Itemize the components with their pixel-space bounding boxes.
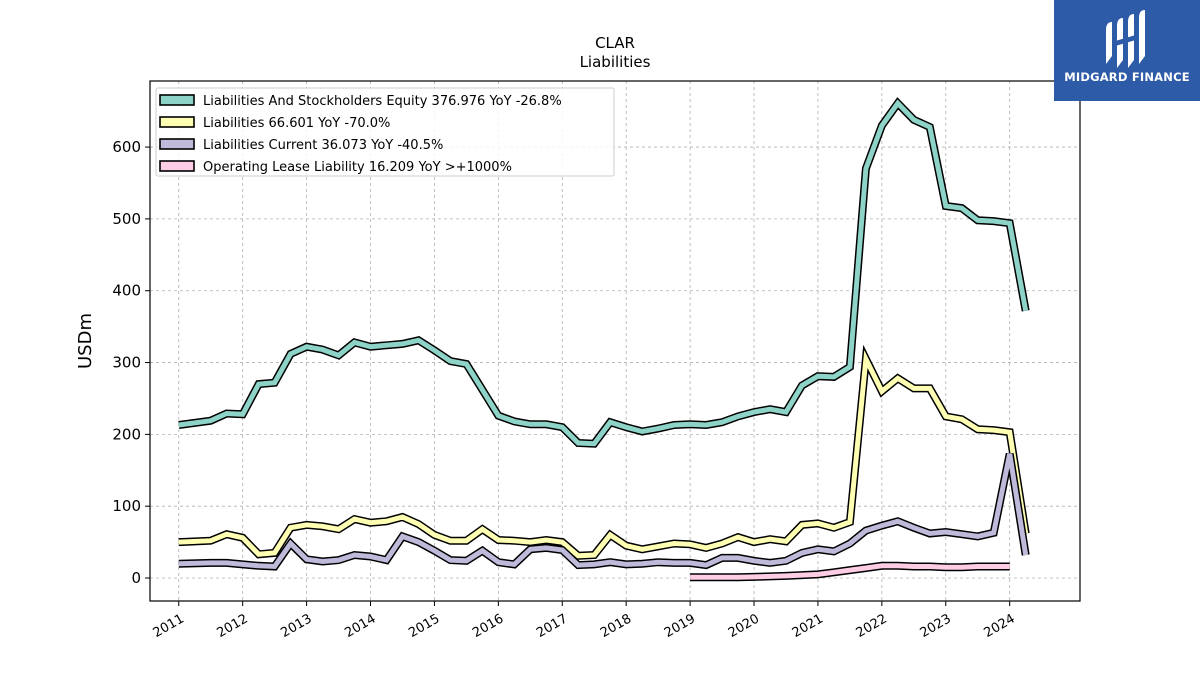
series-line-liabilities-and-stockholders-equity	[178, 99, 1029, 447]
legend-swatch	[159, 94, 195, 106]
legend: Liabilities And Stockholders Equity 376.…	[155, 87, 615, 177]
legend-swatch	[159, 160, 195, 172]
y-tick-label: 0	[131, 569, 141, 587]
x-tick-label: 2011	[151, 611, 187, 641]
x-tick-label: 2021	[790, 611, 826, 641]
x-tick-label: 2018	[598, 611, 634, 641]
y-tick-label: 300	[112, 354, 141, 372]
series-lines	[178, 97, 1030, 582]
x-tick-label: 2022	[854, 611, 890, 641]
legend-swatch	[159, 116, 195, 128]
x-tick-label: 2013	[278, 611, 314, 641]
x-tick-label: 2014	[342, 611, 378, 641]
legend-box	[155, 87, 615, 177]
chart-subtitle: Liabilities	[580, 53, 651, 71]
logo-text: MIDGARD FINANCE	[1064, 70, 1190, 84]
y-tick-label: 400	[112, 282, 141, 300]
x-tick-label: 2012	[215, 611, 251, 641]
x-tick-label: 2020	[726, 611, 762, 641]
x-tick-label: 2024	[982, 611, 1018, 641]
legend-entry: Liabilities Current 36.073 YoY -40.5%	[203, 138, 443, 153]
y-tick-label: 100	[112, 497, 141, 515]
grid	[150, 81, 1080, 601]
y-tick-label: 500	[112, 210, 141, 228]
chart-title: CLAR	[595, 34, 635, 52]
x-axis: 2011 2012 2013 2014 2015 2016 2017 2018 2019 2020…	[151, 601, 1018, 641]
legend-swatch	[159, 138, 195, 150]
series-line-liabilities	[178, 350, 1029, 559]
midgard-logo-icon	[1106, 10, 1145, 68]
x-tick-label: 2015	[406, 611, 442, 641]
series-line-operating-lease-liability	[690, 563, 1010, 580]
y-axis-label: USDm	[75, 313, 96, 369]
y-tick-label: 200	[112, 425, 141, 443]
x-tick-label: 2016	[470, 611, 506, 641]
legend-entry: Liabilities 66.601 YoY -70.0%	[203, 116, 390, 131]
plot-frame	[149, 80, 1081, 602]
x-tick-label: 2017	[534, 611, 570, 641]
y-axis: 0 100 200 300 400 500 600	[112, 138, 150, 587]
brand-logo: MIDGARD FINANCE	[1054, 0, 1200, 101]
x-tick-label: 2023	[918, 611, 954, 641]
legend-entry: Operating Lease Liability 16.209 YoY >+1…	[203, 160, 512, 175]
legend-entry: Liabilities And Stockholders Equity 376.…	[203, 94, 562, 109]
series-line-liabilities-current	[178, 453, 1029, 570]
x-tick-label: 2019	[662, 611, 698, 641]
y-tick-label: 600	[112, 138, 141, 156]
